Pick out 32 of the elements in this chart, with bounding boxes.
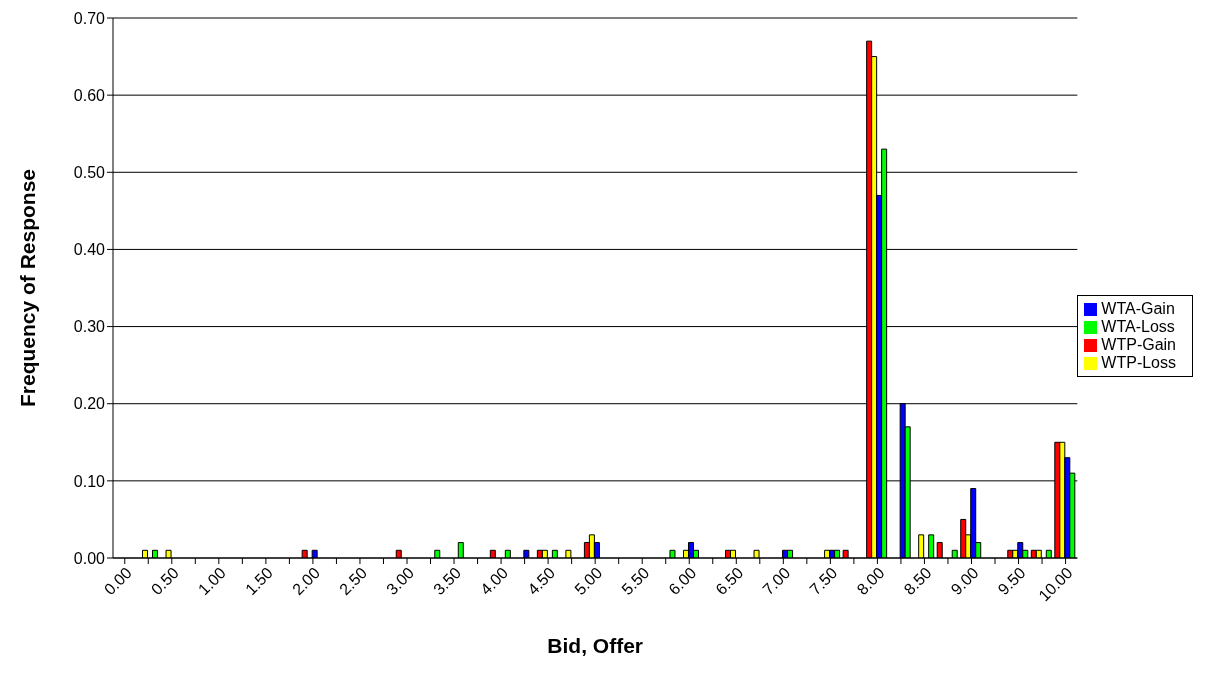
y-tick-label: 0.10 [73,472,106,490]
x-tick-label: 0.50 [147,564,183,599]
x-tick-label: 7.00 [759,564,794,599]
x-tick-label: 6.50 [712,564,747,599]
y-tick-label: 0.20 [73,395,106,413]
x-tick-label: 3.00 [383,564,418,599]
legend-label: WTP-Loss [1101,353,1176,371]
x-tick-label: 8.00 [853,564,888,599]
x-tick-label: 9.00 [947,564,982,599]
x-tick-label: 1.50 [241,564,277,599]
x-tick-label: 1.00 [194,564,230,599]
x-tick-label: 8.50 [900,564,935,599]
x-tick-label: 0.00 [100,564,135,599]
x-tick-label: 5.00 [571,564,606,599]
x-tick-label: 9.50 [994,564,1029,599]
x-tick-label: 3.50 [430,564,465,599]
legend-label: WTA-Gain [1101,299,1175,317]
x-tick-label: 4.00 [477,564,512,599]
x-tick-label: 4.50 [524,564,559,599]
x-tick-label: 7.50 [806,564,841,599]
y-tick-label: 0.60 [73,86,106,104]
y-tick-label: 0.00 [73,549,106,567]
x-axis-title: Bid, Offer [547,634,643,657]
y-tick-label: 0.30 [73,318,106,336]
x-tick-label: 6.00 [665,564,700,599]
y-tick-label: 0.70 [73,9,106,27]
legend-label: WTA-Loss [1101,317,1175,335]
x-tick-label: 5.50 [618,564,653,599]
y-tick-label: 0.40 [73,241,106,259]
legend-label: WTP-Gain [1101,335,1176,353]
y-tick-label: 0.50 [73,163,106,181]
y-axis-title: Frequency of Response [16,168,40,408]
